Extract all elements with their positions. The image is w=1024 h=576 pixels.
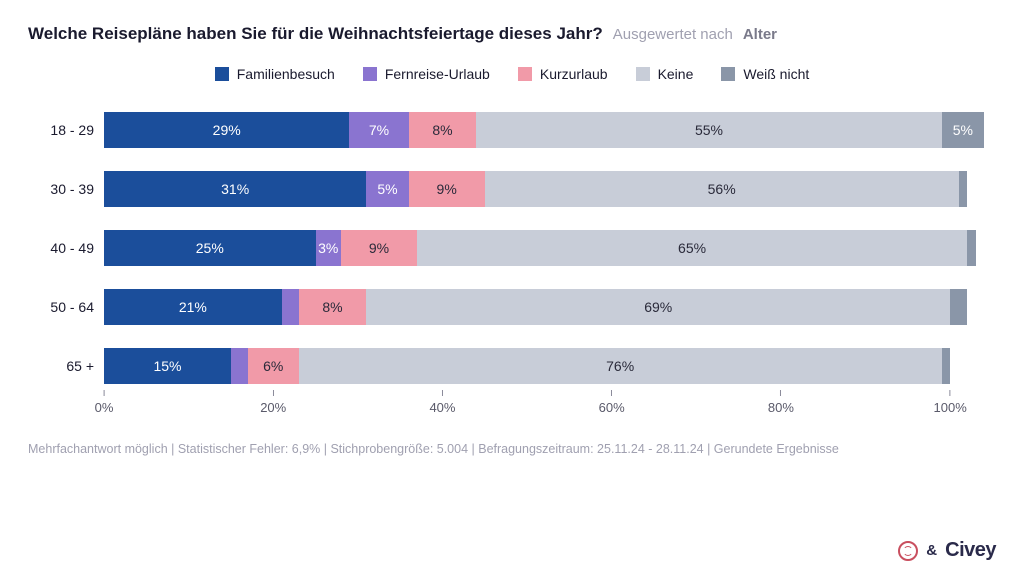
title-row: Welche Reisepläne haben Sie für die Weih… [28, 24, 996, 44]
bar-segment: 55% [476, 112, 941, 148]
bar-segment: 7% [349, 112, 408, 148]
legend-swatch [363, 67, 377, 81]
bar-track: 15% 6%76% [104, 348, 984, 384]
footnote: Mehrfachantwort möglich | Statistischer … [28, 442, 996, 456]
bar-track: 25%3%9%65% [104, 230, 984, 266]
bar-segment [950, 289, 967, 325]
bar-segment: 56% [485, 171, 959, 207]
tick-line [950, 390, 951, 396]
bar-segment [967, 230, 975, 266]
bar-segment: 31% [104, 171, 366, 207]
bar-segment: 76% [299, 348, 942, 384]
bar-row: 40 - 4925%3%9%65% [104, 230, 996, 266]
axis-tick: 80% [768, 390, 794, 415]
chart-title: Welche Reisepläne haben Sie für die Weih… [28, 24, 603, 44]
legend-item: Keine [636, 66, 694, 82]
bar-segment [942, 348, 950, 384]
bar-segment: 9% [341, 230, 417, 266]
legend-item: Weiß nicht [721, 66, 809, 82]
tick-label: 60% [599, 400, 625, 415]
legend-swatch [636, 67, 650, 81]
subtitle-label: Ausgewertet nach [613, 26, 733, 43]
bar-segment: 25% [104, 230, 316, 266]
tick-line [103, 390, 104, 396]
bar-track: 31%5%9%56% [104, 171, 984, 207]
bar-segment: 5% [366, 171, 408, 207]
bar-row: 65 +15%6%76% [104, 348, 996, 384]
legend-swatch [721, 67, 735, 81]
axis-tick: 0% [95, 390, 114, 415]
logo-civey: Civey [945, 539, 996, 562]
x-axis: 0%20%40%60%80%100% [104, 390, 984, 420]
bar-segment: 8% [409, 112, 477, 148]
bar-row: 18 - 2929%7%8%55%5% [104, 112, 996, 148]
axis-tick: 60% [599, 390, 625, 415]
bar-track: 21% 8%69% [104, 289, 984, 325]
tick-line [273, 390, 274, 396]
bar-category-label: 40 - 49 [28, 240, 94, 256]
bar-segment: 65% [417, 230, 967, 266]
axis-tick: 100% [934, 390, 967, 415]
legend-label: Keine [658, 66, 694, 82]
axis-tick: 40% [429, 390, 455, 415]
chart-area: 18 - 2929%7%8%55%5%30 - 3931%5%9%56%40 -… [28, 112, 996, 384]
legend: Familienbesuch Fernreise-Urlaub Kurzurlaub… [28, 66, 996, 82]
tick-label: 20% [260, 400, 286, 415]
axis-tick: 20% [260, 390, 286, 415]
bar-segment: 6% [248, 348, 299, 384]
bar-segment [959, 171, 967, 207]
bar-segment: 5% [942, 112, 984, 148]
bar-row: 30 - 3931%5%9%56% [104, 171, 996, 207]
tick-label: 40% [429, 400, 455, 415]
bar-segment: 9% [409, 171, 485, 207]
tick-line [611, 390, 612, 396]
legend-label: Familienbesuch [237, 66, 335, 82]
bar-track: 29%7%8%55%5% [104, 112, 984, 148]
bar-segment [231, 348, 248, 384]
bar-category-label: 18 - 29 [28, 122, 94, 138]
tick-line [442, 390, 443, 396]
bar-segment: 29% [104, 112, 349, 148]
bar-category-label: 30 - 39 [28, 181, 94, 197]
tick-line [780, 390, 781, 396]
bar-segment: 3% [316, 230, 341, 266]
tick-label: 100% [934, 400, 967, 415]
bar-category-label: 50 - 64 [28, 299, 94, 315]
legend-label: Kurzurlaub [540, 66, 608, 82]
tick-label: 80% [768, 400, 794, 415]
legend-item: Familienbesuch [215, 66, 335, 82]
legend-item: Kurzurlaub [518, 66, 608, 82]
globe-icon [898, 541, 918, 561]
bar-segment: 69% [366, 289, 950, 325]
footer-logo: & Civey [898, 539, 996, 562]
bar-category-label: 65 + [28, 358, 94, 374]
legend-label: Weiß nicht [743, 66, 809, 82]
bar-segment: 8% [299, 289, 367, 325]
tick-label: 0% [95, 400, 114, 415]
bar-segment: 15% [104, 348, 231, 384]
bar-segment [282, 289, 299, 325]
subtitle-value: Alter [743, 26, 777, 43]
legend-swatch [215, 67, 229, 81]
bar-segment: 21% [104, 289, 282, 325]
legend-swatch [518, 67, 532, 81]
legend-item: Fernreise-Urlaub [363, 66, 490, 82]
legend-label: Fernreise-Urlaub [385, 66, 490, 82]
bar-row: 50 - 6421%8%69% [104, 289, 996, 325]
logo-ampersand: & [926, 542, 937, 559]
